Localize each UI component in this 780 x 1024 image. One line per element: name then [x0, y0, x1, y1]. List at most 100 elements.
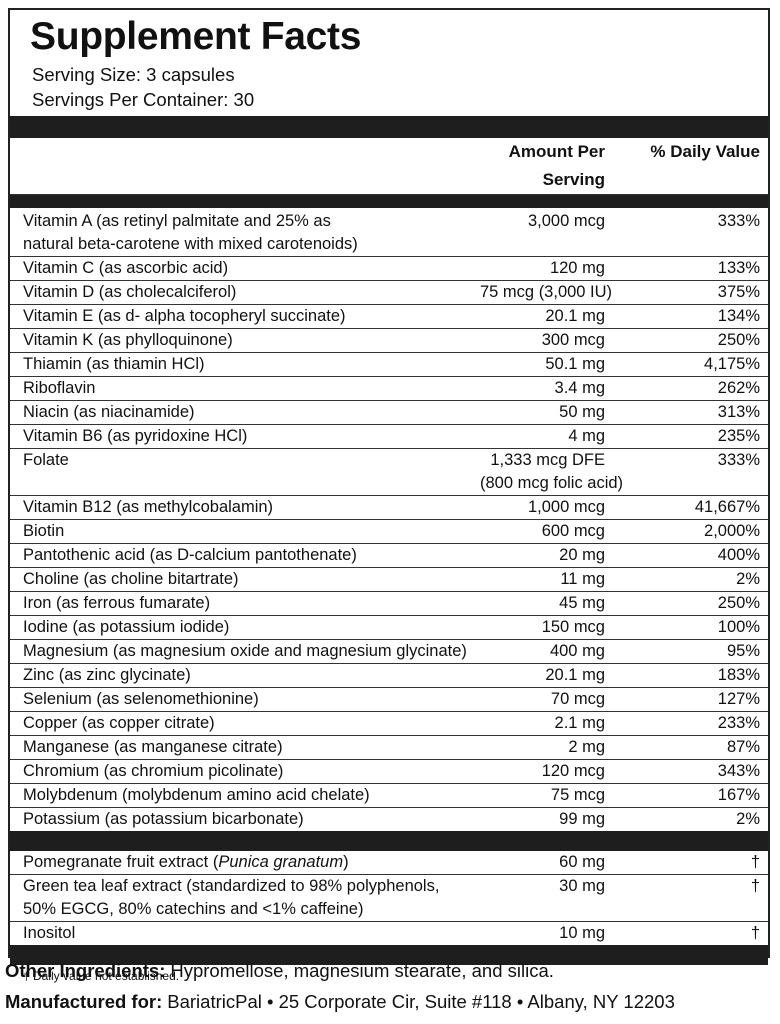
- daily-value: 183%: [717, 666, 760, 684]
- amount: 20.1 mg: [545, 307, 605, 325]
- text: BariatricPal • 25 Corporate Cir, Suite #…: [167, 991, 675, 1012]
- amount-cell: 120 mcg: [480, 760, 605, 783]
- table-row: Niacin (as niacinamide) 50 mg 313%: [10, 401, 768, 425]
- amount-cell: 1,333 mcg DFE (800 mcg folic acid): [480, 449, 624, 495]
- name: Vitamin B6 (as pyridoxine HCl): [23, 427, 248, 445]
- column-header: Amount Per Serving % Daily Value: [10, 138, 768, 195]
- table-row: Inositol 10 mg †: [10, 922, 768, 945]
- daily-value-cell: 235%: [605, 425, 760, 448]
- amount-cell: 150 mcg: [480, 616, 605, 639]
- amount: 4 mg: [568, 427, 605, 445]
- name: ): [343, 853, 349, 871]
- name-cell: Vitamin C (as ascorbic acid): [10, 257, 480, 280]
- daily-value: 127%: [717, 690, 760, 708]
- amount-cell: 3,000 mcg: [480, 210, 605, 256]
- name: Iodine (as potassium iodide): [23, 618, 230, 636]
- amount: 20.1 mg: [545, 666, 605, 684]
- manufacturer: Manufactured for: BariatricPal • 25 Corpo…: [5, 991, 675, 1013]
- name-cell: Riboflavin: [10, 377, 480, 400]
- table-row: Vitamin C (as ascorbic acid) 120 mg 133%: [10, 257, 768, 281]
- name-cell: Green tea leaf extract (standardized to …: [10, 875, 480, 921]
- name-cell: Vitamin B12 (as methylcobalamin): [10, 496, 480, 519]
- amount-cell: 3.4 mg: [480, 377, 605, 400]
- label: Other Ingredients:: [5, 960, 166, 981]
- daily-value: 134%: [717, 307, 760, 325]
- name-cell: Pomegranate fruit extract (Punica granat…: [10, 851, 480, 874]
- name: Vitamin B12 (as methylcobalamin): [23, 498, 274, 516]
- table-row: Vitamin B12 (as methylcobalamin) 1,000 mc…: [10, 496, 768, 520]
- daily-value: 167%: [717, 786, 760, 804]
- table-row: Copper (as copper citrate) 2.1 mg 233%: [10, 712, 768, 736]
- name-cell: Manganese (as manganese citrate): [10, 736, 480, 759]
- daily-value-cell: 233%: [605, 712, 760, 735]
- name: Inositol: [23, 924, 76, 942]
- name-cell: Iron (as ferrous fumarate): [10, 592, 480, 615]
- amount-cell: 300 mcg: [480, 329, 605, 352]
- daily-value: 333%: [717, 451, 760, 469]
- daily-value-cell: †: [605, 922, 760, 945]
- daily-value-cell: 375%: [605, 281, 760, 304]
- name-cell: Folate: [10, 449, 480, 495]
- amount: 45 mg: [559, 594, 605, 612]
- daily-value-cell: 183%: [605, 664, 760, 687]
- name-cell: Iodine (as potassium iodide): [10, 616, 480, 639]
- name: Biotin: [23, 522, 65, 540]
- servings-per-container: Servings Per Container: 30: [32, 89, 255, 110]
- name: Thiamin (as thiamin HCl): [23, 355, 205, 373]
- column-label: Amount Per Serving: [508, 142, 605, 189]
- amount-cell: 1,000 mcg: [480, 496, 605, 519]
- daily-value: 2%: [736, 810, 760, 828]
- amount: 50.1 mg: [545, 355, 605, 373]
- name: Vitamin E (as d- alpha tocopheryl succin…: [23, 307, 346, 325]
- name: Folate: [23, 451, 69, 469]
- name: Vitamin C (as ascorbic acid): [23, 259, 229, 277]
- daily-value-cell: 333%: [605, 449, 760, 495]
- daily-value-cell: †: [605, 851, 760, 874]
- amount-cell: 75 mcg (3,000 IU): [480, 281, 612, 304]
- amount: 3.4 mg: [554, 379, 605, 397]
- amount: 10 mg: [559, 924, 605, 942]
- amount-cell: 30 mg: [480, 875, 605, 921]
- daily-value: 333%: [717, 212, 760, 230]
- daily-value-cell: 134%: [605, 305, 760, 328]
- amount-cell: 20 mg: [480, 544, 605, 567]
- name-cell: Vitamin B6 (as pyridoxine HCl): [10, 425, 480, 448]
- name: Magnesium (as magnesium oxide and magnes…: [23, 642, 467, 660]
- divider-bar: [10, 195, 768, 208]
- facts-panel: Supplement Facts Serving Size: 3 capsule…: [8, 8, 770, 983]
- amount: 60 mg: [559, 853, 605, 871]
- amount: 75 mcg: [550, 786, 605, 804]
- name: Vitamin A (as retinyl palmitate and 25% …: [23, 212, 331, 230]
- daily-value: †: [750, 853, 760, 871]
- daily-value-cell: 250%: [605, 592, 760, 615]
- daily-value: 2%: [736, 570, 760, 588]
- amount-cell: 50.1 mg: [480, 353, 605, 376]
- daily-value-cell: 127%: [605, 688, 760, 711]
- amount: 120 mg: [549, 259, 605, 277]
- divider-bar: [10, 831, 768, 851]
- table-row: Vitamin K (as phylloquinone) 300 mcg 250%: [10, 329, 768, 353]
- table-row: Riboflavin 3.4 mg 262%: [10, 377, 768, 401]
- amount-cell: 45 mg: [480, 592, 605, 615]
- name-cell: Vitamin K (as phylloquinone): [10, 329, 480, 352]
- daily-value-cell: 333%: [605, 210, 760, 256]
- table-row: Green tea leaf extract (standardized to …: [10, 875, 768, 922]
- name: Green tea leaf extract (standardized to …: [23, 877, 440, 895]
- table-row: Selenium (as selenomethionine) 70 mcg 127%: [10, 688, 768, 712]
- amount: 30 mg: [559, 877, 605, 895]
- name-cell: Chromium (as chromium picolinate): [10, 760, 480, 783]
- amount: (800 mcg folic acid): [480, 474, 624, 492]
- name: Zinc (as zinc glycinate): [23, 666, 191, 684]
- name: Iron (as ferrous fumarate): [23, 594, 211, 612]
- amount: 20 mg: [559, 546, 605, 564]
- table-row: Zinc (as zinc glycinate) 20.1 mg 183%: [10, 664, 768, 688]
- amount-cell: 11 mg: [480, 568, 605, 591]
- amount: 150 mcg: [541, 618, 605, 636]
- divider-bar: [10, 116, 768, 138]
- daily-value-cell: 250%: [605, 329, 760, 352]
- footnote: † Daily value not established.: [23, 969, 180, 983]
- name-cell: Magnesium (as magnesium oxide and magnes…: [10, 640, 480, 663]
- daily-value: †: [750, 877, 760, 895]
- amount-cell: 120 mg: [480, 257, 605, 280]
